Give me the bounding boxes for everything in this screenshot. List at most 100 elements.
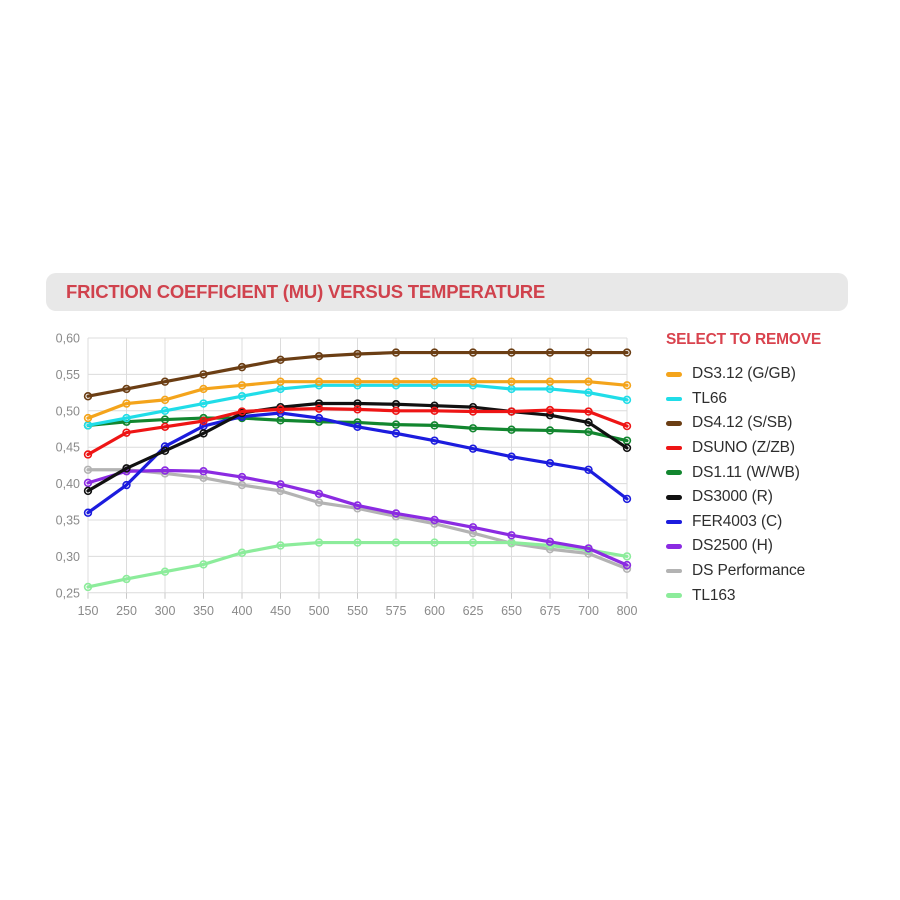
data-point-marker xyxy=(314,538,324,547)
data-point-marker xyxy=(622,494,632,504)
legend-color-swatch xyxy=(666,544,682,549)
data-point-marker xyxy=(83,413,93,423)
data-point-marker xyxy=(545,459,555,468)
legend-color-swatch xyxy=(666,568,682,574)
x-axis-tick-label: 550 xyxy=(347,604,368,618)
data-point-marker xyxy=(122,574,131,584)
legend-item-tl66[interactable]: TL66 xyxy=(666,387,886,412)
x-axis-tick-label: 575 xyxy=(386,604,407,618)
data-point-marker xyxy=(314,399,324,408)
legend-item-label: TL66 xyxy=(692,389,727,407)
data-point-marker xyxy=(237,392,247,401)
series-ds4-12-s-sb- xyxy=(83,348,632,401)
data-point-marker xyxy=(237,472,247,482)
legend-item-ds1-11-w-wb-[interactable]: DS1.11 (W/WB) xyxy=(666,460,886,485)
data-point-marker xyxy=(83,450,93,459)
data-point-marker xyxy=(160,466,170,475)
data-point-marker xyxy=(199,429,208,438)
data-point-marker xyxy=(199,399,208,408)
x-axis-tick-label: 400 xyxy=(232,604,253,618)
data-point-marker xyxy=(468,377,478,386)
legend-item-ds3-12-g-gb-[interactable]: DS3.12 (G/GB) xyxy=(666,362,886,387)
data-point-marker xyxy=(507,452,516,461)
series-line xyxy=(86,416,629,443)
legend-item-label: DS3.12 (G/GB) xyxy=(692,365,796,383)
x-axis-tick-label: 450 xyxy=(270,604,291,618)
data-point-marker xyxy=(353,501,362,510)
data-point-marker xyxy=(391,429,401,438)
data-point-marker xyxy=(430,436,439,445)
legend-item-label: DS3000 (R) xyxy=(692,488,773,506)
legend-item-ds3000-r-[interactable]: DS3000 (R) xyxy=(666,485,886,510)
friction-chart-area: 0,60 0,55 0,50 0,45 0,40 0,35 0,30 0,25 150 250 30… xyxy=(50,325,660,625)
data-point-marker xyxy=(237,480,247,490)
data-point-marker xyxy=(391,538,401,547)
data-point-marker xyxy=(507,377,516,386)
data-point-marker xyxy=(237,548,247,557)
data-point-marker xyxy=(468,528,478,538)
data-point-marker xyxy=(83,465,93,474)
data-point-marker xyxy=(353,399,362,408)
x-axis-tick-label: 300 xyxy=(155,604,176,618)
chart-legend: SELECT TO REMOVE DS3.12 (G/GB) TL66 DS4.12… xyxy=(666,331,886,608)
x-axis-tick-label: 700 xyxy=(578,604,599,618)
data-point-marker xyxy=(468,444,478,453)
page-title: FRICTION COEFFICIENT (MU) VERSUS TEMPERA… xyxy=(66,281,546,302)
legend-item-list: DS3.12 (G/GB) TL66 DS4.12 (S/SB) DSUNO (Z/Z… xyxy=(666,362,886,608)
data-point-marker xyxy=(584,377,593,386)
data-point-marker xyxy=(430,406,439,416)
data-point-marker xyxy=(545,426,555,435)
legend-item-label: FER4003 (C) xyxy=(692,512,783,530)
data-point-marker xyxy=(199,416,208,426)
legend-color-swatch xyxy=(666,593,682,598)
legend-item-label: TL163 xyxy=(692,586,736,604)
data-point-marker xyxy=(391,348,401,357)
x-axis-tick-label: 350 xyxy=(193,604,214,618)
y-axis-tick-label: 0,50 xyxy=(56,404,80,418)
data-point-marker xyxy=(160,567,170,576)
x-axis-tick-label: 675 xyxy=(540,604,561,618)
legend-item-label: DS1.11 (W/WB) xyxy=(692,463,800,481)
data-point-marker xyxy=(545,537,555,547)
data-point-marker xyxy=(622,443,632,453)
legend-color-swatch xyxy=(666,421,682,426)
data-point-marker xyxy=(83,582,93,592)
data-point-marker xyxy=(507,348,516,357)
x-axis-tick-label: 600 xyxy=(424,604,445,618)
data-point-marker xyxy=(468,523,478,532)
data-point-marker xyxy=(545,348,555,357)
data-point-marker xyxy=(276,541,285,550)
series-line xyxy=(86,540,629,589)
data-point-marker xyxy=(391,509,401,518)
data-point-marker xyxy=(468,538,478,547)
data-point-marker xyxy=(622,421,632,431)
data-point-marker xyxy=(160,406,170,416)
data-point-marker xyxy=(622,348,632,357)
legend-item-ds2500-h-[interactable]: DS2500 (H) xyxy=(666,534,886,559)
data-point-marker xyxy=(391,420,401,429)
data-point-marker xyxy=(160,377,170,386)
legend-item-label: DSUNO (Z/ZB) xyxy=(692,439,795,457)
legend-item-fer4003-c-[interactable]: FER4003 (C) xyxy=(666,510,886,535)
y-axis-tick-label: 0,55 xyxy=(56,368,80,382)
data-point-marker xyxy=(160,395,170,405)
data-point-marker xyxy=(430,401,439,410)
legend-item-tl163[interactable]: TL163 xyxy=(666,583,886,608)
legend-item-ds4-12-s-sb-[interactable]: DS4.12 (S/SB) xyxy=(666,411,886,436)
series-line xyxy=(86,411,629,515)
data-point-marker xyxy=(83,508,93,517)
y-axis-tick-label: 0,35 xyxy=(56,514,80,528)
legend-item-ds-performance[interactable]: DS Performance xyxy=(666,559,886,584)
series-line xyxy=(86,380,629,420)
y-axis-tick-label: 0,40 xyxy=(56,477,80,491)
legend-item-dsuno-z-zb-[interactable]: DSUNO (Z/ZB) xyxy=(666,436,886,461)
data-point-marker xyxy=(468,424,478,433)
y-axis-tick-label: 0,45 xyxy=(56,441,80,455)
data-point-marker xyxy=(584,418,593,427)
data-point-marker xyxy=(276,355,285,365)
data-point-marker xyxy=(430,377,439,386)
data-point-marker xyxy=(122,399,131,408)
data-point-marker xyxy=(584,427,593,437)
data-point-marker xyxy=(545,405,555,415)
